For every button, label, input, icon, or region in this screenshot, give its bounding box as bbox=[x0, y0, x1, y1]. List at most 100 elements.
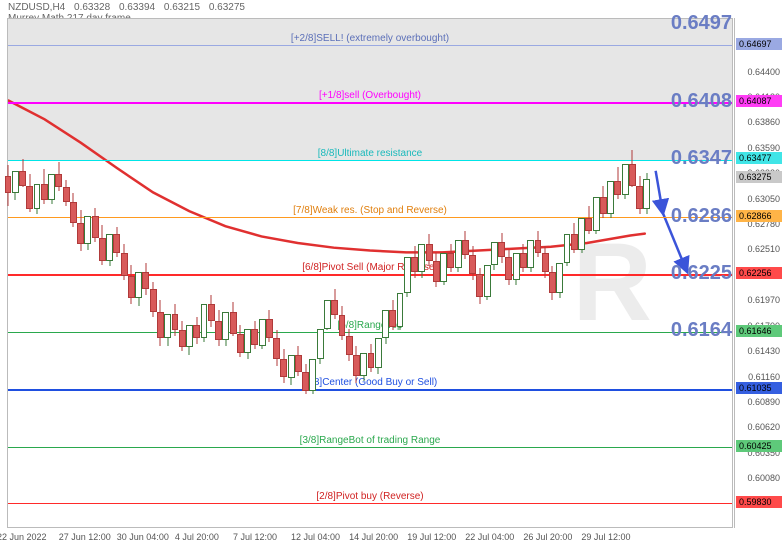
candle bbox=[535, 19, 542, 529]
candle bbox=[346, 19, 353, 529]
candle bbox=[113, 19, 120, 529]
candle bbox=[643, 19, 650, 529]
ohlc-c: 0.63275 bbox=[209, 2, 245, 13]
candle bbox=[106, 19, 113, 529]
candle bbox=[498, 19, 505, 529]
candle bbox=[484, 19, 491, 529]
ohlc-o: 0.63328 bbox=[74, 2, 110, 13]
candle bbox=[309, 19, 316, 529]
candle bbox=[542, 19, 549, 529]
candle bbox=[34, 19, 41, 529]
x-tick: 12 Jul 04:00 bbox=[291, 532, 340, 542]
candle bbox=[77, 19, 84, 529]
y-tick: 0.61970 bbox=[747, 295, 780, 305]
candle bbox=[360, 19, 367, 529]
x-tick: 26 Jul 20:00 bbox=[523, 532, 572, 542]
candle bbox=[179, 19, 186, 529]
y-tick: 0.62510 bbox=[747, 244, 780, 254]
y-tick: 0.60890 bbox=[747, 397, 780, 407]
candle bbox=[288, 19, 295, 529]
candle bbox=[607, 19, 614, 529]
candle bbox=[578, 19, 585, 529]
x-tick: 29 Jul 12:00 bbox=[581, 532, 630, 542]
candle bbox=[375, 19, 382, 529]
plot-area[interactable]: R [+2/8]SELL! (extremely overbought)[+1/… bbox=[7, 18, 733, 528]
candle bbox=[244, 19, 251, 529]
candle bbox=[389, 19, 396, 529]
candle bbox=[172, 19, 179, 529]
price-tag: 0.62866 bbox=[736, 210, 782, 222]
candle bbox=[520, 19, 527, 529]
candle bbox=[55, 19, 62, 529]
y-tick: 0.63860 bbox=[747, 117, 780, 127]
candle bbox=[317, 19, 324, 529]
candle bbox=[571, 19, 578, 529]
price-tag: 0.62256 bbox=[736, 267, 782, 279]
candle bbox=[251, 19, 258, 529]
price-tag: 0.61035 bbox=[736, 382, 782, 394]
candle bbox=[404, 19, 411, 529]
ohlc-h: 0.63394 bbox=[119, 2, 155, 13]
price-tag: 0.60425 bbox=[736, 440, 782, 452]
big-price-label: 0.6164 bbox=[671, 319, 732, 342]
candle bbox=[164, 19, 171, 529]
y-axis: 0.644000.641300.638600.635900.633200.630… bbox=[734, 18, 782, 528]
y-tick: 0.60620 bbox=[747, 422, 780, 432]
candle bbox=[92, 19, 99, 529]
y-tick: 0.64400 bbox=[747, 67, 780, 77]
x-tick: 22 Jun 2022 bbox=[0, 532, 47, 542]
candle bbox=[397, 19, 404, 529]
candle bbox=[527, 19, 534, 529]
candle bbox=[600, 19, 607, 529]
candle bbox=[556, 19, 563, 529]
candle bbox=[70, 19, 77, 529]
candle bbox=[5, 19, 12, 529]
candle bbox=[26, 19, 33, 529]
candle bbox=[593, 19, 600, 529]
candle bbox=[331, 19, 338, 529]
price-tag: 0.63477 bbox=[736, 152, 782, 164]
candle bbox=[41, 19, 48, 529]
candle bbox=[230, 19, 237, 529]
x-tick: 4 Jul 20:00 bbox=[175, 532, 219, 542]
candle bbox=[121, 19, 128, 529]
candle bbox=[237, 19, 244, 529]
y-tick: 0.63050 bbox=[747, 194, 780, 204]
candle bbox=[564, 19, 571, 529]
price-tag: 0.61646 bbox=[736, 325, 782, 337]
candle bbox=[324, 19, 331, 529]
candle bbox=[142, 19, 149, 529]
candle bbox=[447, 19, 454, 529]
big-price-label: 0.6225 bbox=[671, 262, 732, 285]
y-tick: 0.61160 bbox=[748, 372, 780, 382]
ohlc-l: 0.63215 bbox=[164, 2, 200, 13]
candle bbox=[186, 19, 193, 529]
big-price-label: 0.6408 bbox=[671, 90, 732, 113]
candle bbox=[135, 19, 142, 529]
candle bbox=[476, 19, 483, 529]
candle bbox=[418, 19, 425, 529]
candle bbox=[19, 19, 26, 529]
candle bbox=[266, 19, 273, 529]
candle bbox=[201, 19, 208, 529]
candle bbox=[193, 19, 200, 529]
candle bbox=[84, 19, 91, 529]
candle bbox=[462, 19, 469, 529]
candle bbox=[353, 19, 360, 529]
candle bbox=[455, 19, 462, 529]
x-tick: 30 Jun 04:00 bbox=[117, 532, 169, 542]
x-tick: 22 Jul 04:00 bbox=[465, 532, 514, 542]
symbol-label: NZDUSD,H4 bbox=[8, 2, 65, 13]
big-price-label: 0.6497 bbox=[671, 12, 732, 35]
x-tick: 27 Jun 12:00 bbox=[59, 532, 111, 542]
candle bbox=[157, 19, 164, 529]
candle bbox=[469, 19, 476, 529]
candle bbox=[629, 19, 636, 529]
candle bbox=[505, 19, 512, 529]
candle bbox=[259, 19, 266, 529]
candle bbox=[622, 19, 629, 529]
candle bbox=[513, 19, 520, 529]
candle bbox=[411, 19, 418, 529]
candle bbox=[280, 19, 287, 529]
candle bbox=[208, 19, 215, 529]
